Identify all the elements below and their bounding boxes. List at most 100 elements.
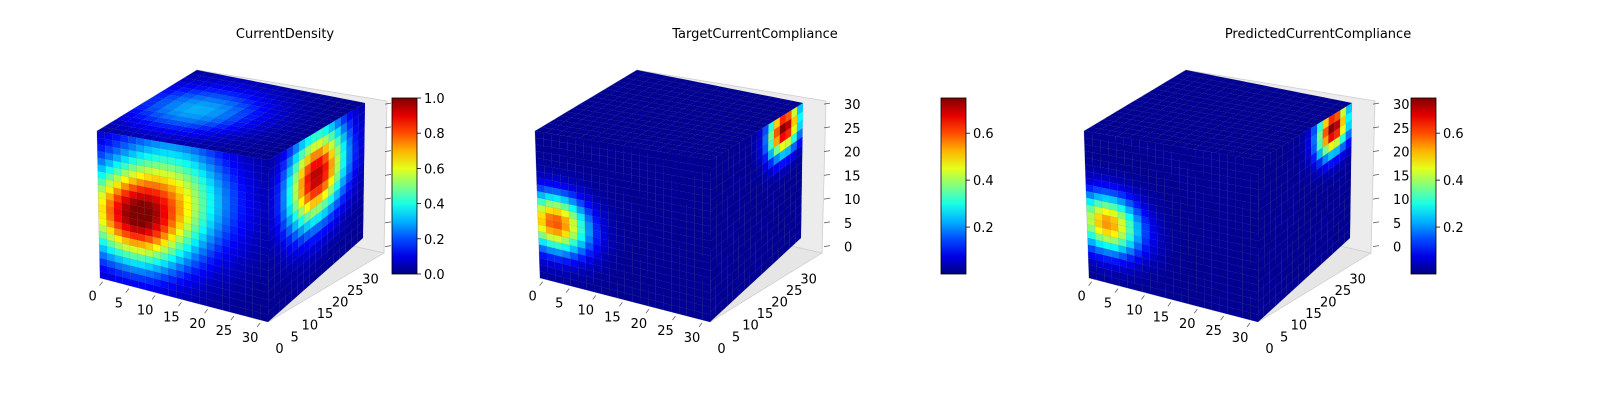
y-tick-label: 30 [1349, 272, 1366, 287]
colorbar [1410, 97, 1437, 275]
colorbar [940, 97, 967, 275]
x-tick-mark [99, 281, 103, 286]
z-tick-mark [384, 126, 392, 129]
x-tick-label: 25 [216, 324, 233, 339]
colorbar-tick-label: 0.6 [424, 162, 445, 177]
x-tick-label: 5 [115, 297, 123, 312]
z-tick-mark [823, 245, 831, 248]
y-tick-label: 15 [757, 307, 774, 322]
x-tick-mark [1141, 295, 1145, 300]
voxel-cell [795, 229, 802, 244]
x-tick-mark [256, 322, 261, 328]
x-tick-mark [539, 281, 543, 286]
x-tick-mark [1193, 308, 1198, 314]
y-tick-label: 5 [732, 330, 740, 345]
subplot-target-current-compliance: TargetCurrentCompliance 0 5 10 15 20 25 30 051… [529, 27, 994, 357]
x-tick-mark [592, 295, 597, 300]
y-tick-label: 0 [1265, 342, 1273, 357]
z-tick-label: 15 [844, 169, 861, 184]
z-tick-mark [823, 150, 831, 153]
z-tick-label: 5 [844, 217, 852, 232]
z-tick-mark [823, 173, 831, 176]
colorbar-tick-label: 0.4 [424, 198, 445, 213]
z-tick-mark [823, 126, 831, 129]
z-tick-mark [823, 197, 831, 200]
z-tick-mark [1372, 150, 1380, 153]
z-tick-label: 10 [1393, 193, 1410, 208]
x-tick-label: 10 [578, 303, 595, 318]
colorbar-tick-label: 0.2 [1443, 221, 1464, 236]
x-tick-mark [619, 302, 623, 307]
x-tick-label: 0 [529, 290, 537, 305]
x-tick-label: 25 [657, 324, 674, 339]
y-tick-label: 10 [302, 319, 319, 334]
z-tick-label: 15 [1393, 169, 1410, 184]
z-tick-mark [384, 150, 392, 153]
x-tick-mark [1220, 315, 1224, 321]
x-tick-mark [230, 315, 235, 321]
x-tick-label: 30 [1232, 331, 1249, 346]
colorbar-tick-label: 0.2 [973, 221, 994, 236]
colorbar-tick-label: 0.4 [1443, 174, 1464, 189]
z-tick-mark [384, 197, 392, 200]
z-tick-mark [1372, 102, 1380, 105]
x-tick-mark [698, 322, 703, 328]
colorbar-tick-label: 1.0 [424, 92, 445, 107]
y-tick-label: 30 [800, 272, 817, 287]
x-tick-label: 15 [163, 310, 180, 325]
colorbar-tick-label: 0.8 [424, 127, 445, 142]
x-tick-label: 20 [189, 317, 206, 332]
y-tick-label: 0 [275, 342, 283, 357]
colorbar-tick-label: 0.4 [973, 174, 994, 189]
z-tick-label: 20 [844, 146, 861, 161]
x-tick-label: 30 [684, 331, 701, 346]
x-tick-mark [204, 308, 208, 314]
z-tick-mark [1372, 173, 1380, 176]
z-tick-label: 0 [844, 241, 852, 256]
y-tick-label: 10 [742, 319, 759, 334]
x-tick-mark [178, 302, 182, 307]
z-tick-mark [384, 102, 392, 105]
y-tick-label: 25 [347, 284, 364, 299]
y-tick-label: 5 [291, 330, 299, 345]
x-tick-label: 15 [1153, 310, 1170, 325]
x-tick-mark [1167, 302, 1172, 307]
z-tick-mark [1372, 126, 1380, 129]
y-tick-label: 15 [317, 307, 334, 322]
x-tick-mark [125, 288, 130, 293]
z-tick-mark [1372, 245, 1380, 248]
x-tick-label: 10 [1126, 303, 1143, 318]
chart-title: TargetCurrentCompliance [671, 27, 838, 42]
y-tick-label: 20 [1320, 296, 1337, 311]
x-tick-label: 25 [1205, 324, 1222, 339]
z-tick-mark [823, 221, 831, 224]
x-tick-label: 10 [137, 303, 154, 318]
z-tick-label: 5 [1393, 217, 1401, 232]
colorbar [391, 97, 418, 275]
x-tick-mark [565, 288, 570, 293]
x-tick-mark [672, 315, 676, 321]
y-tick-label: 0 [717, 342, 725, 357]
chart-title: PredictedCurrentCompliance [1225, 27, 1411, 42]
x-tick-label: 5 [555, 297, 563, 312]
y-tick-label: 30 [362, 272, 379, 287]
y-tick-label: 25 [1335, 284, 1352, 299]
z-tick-label: 30 [844, 98, 861, 113]
x-tick-label: 20 [631, 317, 648, 332]
z-tick-label: 10 [844, 193, 861, 208]
x-tick-mark [1088, 281, 1092, 286]
z-tick-label: 0 [1393, 241, 1401, 256]
colorbar-tick-label: 0.2 [424, 233, 445, 248]
chart-title: CurrentDensity [236, 27, 335, 42]
z-tick-mark [384, 173, 392, 176]
x-tick-label: 20 [1179, 317, 1196, 332]
x-tick-mark [1114, 288, 1119, 293]
y-tick-label: 15 [1305, 307, 1322, 322]
x-tick-label: 0 [88, 290, 96, 305]
z-tick-mark [823, 102, 831, 105]
y-tick-label: 25 [786, 284, 803, 299]
z-tick-label: 30 [1393, 98, 1410, 113]
colorbar-tick-label: 0.6 [1443, 127, 1464, 142]
x-tick-mark [1246, 322, 1251, 328]
